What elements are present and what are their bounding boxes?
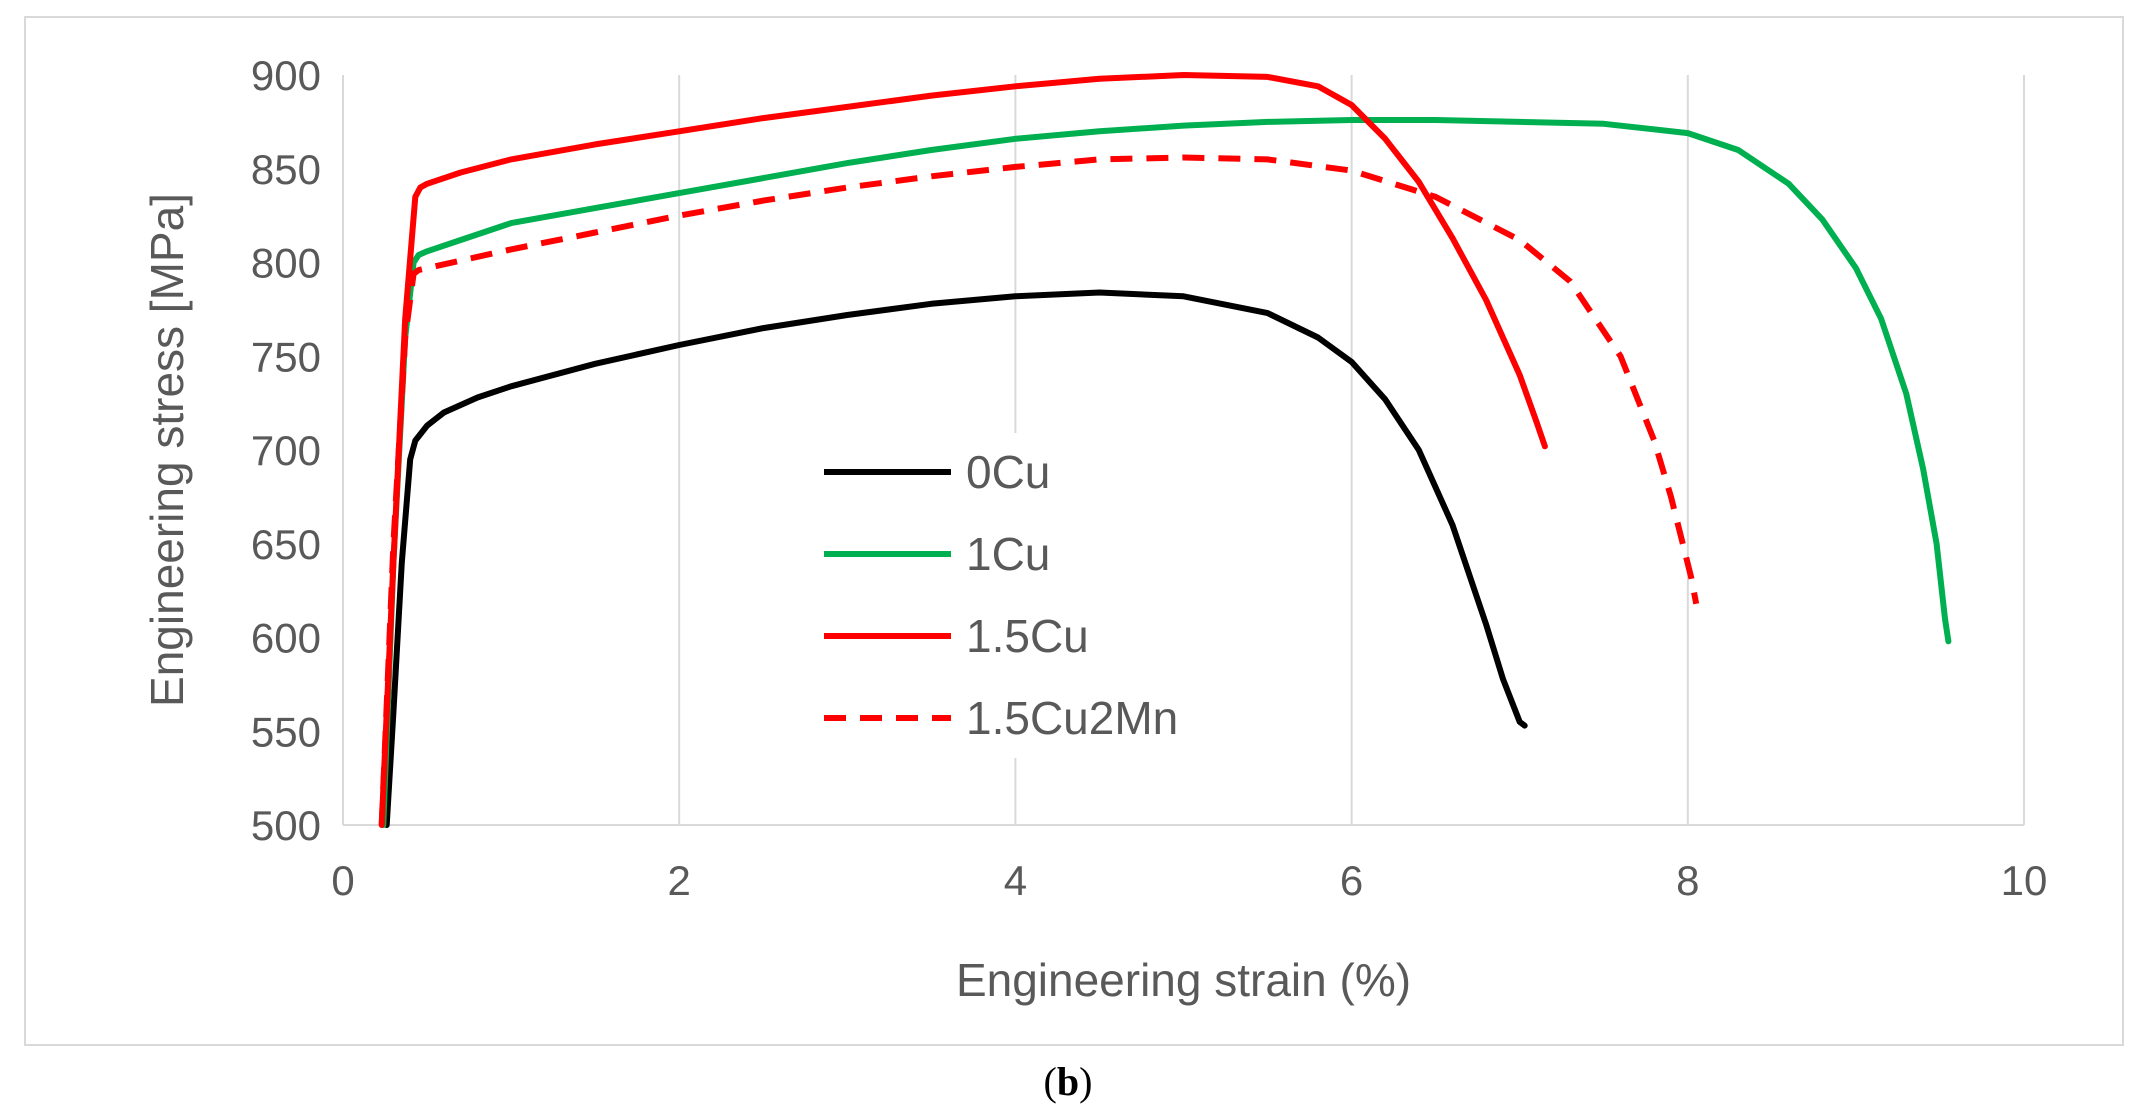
x-tick-label: 8 <box>1676 857 1699 904</box>
y-tick-label: 900 <box>251 52 321 99</box>
series-line-1cu <box>380 117 1952 828</box>
y-tick-label: 650 <box>251 521 321 568</box>
x-axis-title: Engineering strain (%) <box>956 954 1411 1006</box>
series-line-0cu <box>383 289 1528 828</box>
y-tick-label: 750 <box>251 333 321 380</box>
legend-label: 1.5Cu <box>966 610 1089 662</box>
legend: 0Cu 1Cu 1.5Cu 1.5Cu2Mn <box>746 433 1306 758</box>
y-tick-label: 500 <box>251 802 321 849</box>
x-tick-label: 0 <box>331 857 354 904</box>
series-line-1-5cu2mn <box>378 154 1700 826</box>
y-tick-label: 800 <box>251 240 321 287</box>
series-line-1-5cu <box>378 72 1548 828</box>
y-tick-label: 600 <box>251 615 321 662</box>
x-tick-label: 2 <box>668 857 691 904</box>
tick-labels: 0 2 4 6 8 10 500 550 600 650 700 750 800 850 900 <box>251 52 2047 904</box>
y-axis-title: Engineering stress [MPa] <box>141 193 193 707</box>
chart-frame: 0 2 4 6 8 10 500 550 600 650 700 750 800 850 900 Engin… <box>24 16 2124 1046</box>
legend-background <box>746 433 1306 758</box>
legend-label: 1Cu <box>966 528 1050 580</box>
x-tick-label: 10 <box>2001 857 2048 904</box>
y-tick-label: 850 <box>251 146 321 193</box>
figure-caption: (b) <box>1043 1059 1093 1104</box>
y-tick-label: 550 <box>251 708 321 755</box>
x-tick-label: 6 <box>1340 857 1363 904</box>
stress-strain-chart: 0 2 4 6 8 10 500 550 600 650 700 750 800 850 900 Engin… <box>141 52 2047 1006</box>
y-tick-label: 700 <box>251 427 321 474</box>
legend-label: 0Cu <box>966 446 1050 498</box>
legend-label: 1.5Cu2Mn <box>966 692 1178 744</box>
series-lines <box>378 72 1952 828</box>
x-tick-label: 4 <box>1004 857 1027 904</box>
